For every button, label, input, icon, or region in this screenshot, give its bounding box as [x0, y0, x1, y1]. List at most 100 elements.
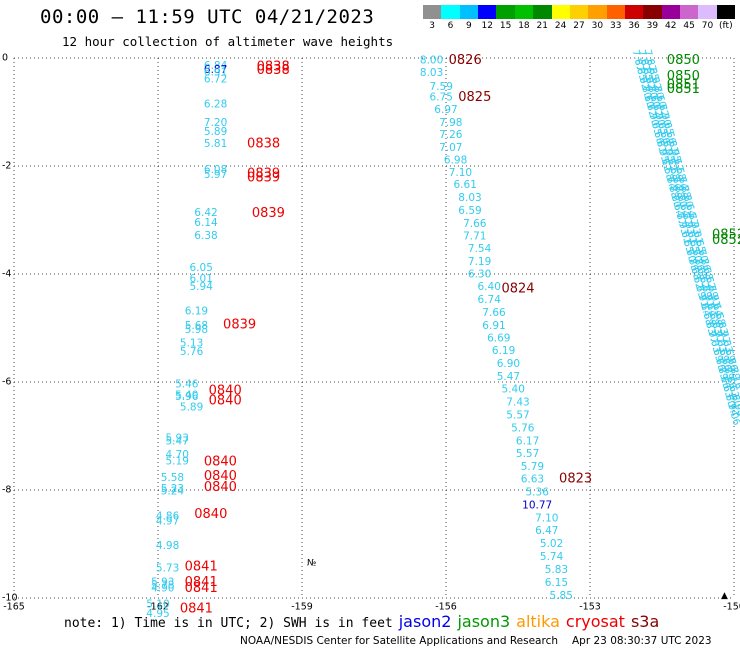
swh-value: 8.03	[420, 67, 443, 79]
swh-value: 4.97	[156, 515, 179, 527]
colorbar-cell	[441, 5, 460, 19]
swh-value: 5.47	[166, 435, 189, 447]
swh-value: 5.40	[502, 384, 525, 396]
colorbar-label: 12	[481, 21, 493, 31]
footer-org: NOAA/NESDIS Center for Satellite Applica…	[240, 635, 558, 647]
pass-time-label: 0841	[185, 575, 218, 590]
x-tick-label: -159	[291, 602, 313, 613]
swh-value: 7.10	[449, 167, 472, 179]
swh-value: 6.98	[444, 155, 467, 167]
satellite-jason2: jason2	[398, 612, 452, 631]
swh-value: 5.23	[161, 483, 184, 495]
swh-value: 6.01	[190, 273, 213, 285]
pass-time-label: 0852	[712, 228, 740, 243]
colorbar-label: 15	[499, 21, 512, 31]
swh-value: 5.79	[521, 461, 544, 473]
colorbar-label: 39	[646, 21, 659, 31]
swh-value: 6.38	[194, 230, 217, 242]
colorbar-label: 9	[466, 21, 472, 31]
swh-value: 7.20	[204, 117, 227, 129]
misc-mark: №	[307, 558, 316, 568]
swh-value: 5.24	[161, 486, 185, 498]
colorbar-label: 3	[429, 21, 436, 31]
swh-value: 5.76	[180, 346, 204, 358]
swh-value: 7.43	[506, 397, 529, 409]
swh-value: 5.96	[175, 391, 199, 403]
swh-value: 6.05	[190, 262, 213, 274]
satellite-legend: jason2 jason3 altika cryosat s3a	[393, 612, 660, 631]
pass-time-label: 0852	[712, 233, 740, 248]
colorbar-cell	[606, 5, 625, 19]
y-tick-label: -4	[2, 269, 11, 280]
pass-time-label: 0840	[194, 507, 227, 522]
pass-time-label: 0851	[667, 82, 700, 97]
swh-value: 5.46	[175, 379, 199, 391]
swh-value: 7.71	[463, 231, 486, 243]
pass-time-label: 0825	[458, 90, 491, 105]
swh-value: 6.87	[204, 64, 227, 76]
swh-value: 7.26	[439, 129, 463, 141]
swh-value: 5.89	[204, 126, 227, 138]
swh-value: 5.19	[166, 455, 189, 467]
swh-value: 8.03	[458, 192, 481, 204]
colorbar-label: (ft)	[719, 21, 733, 31]
swh-value: 5.97	[204, 169, 227, 181]
colorbar-label: 27	[573, 21, 585, 31]
swh-value: 5.47	[497, 371, 520, 383]
swh-value: 5.40	[175, 390, 198, 402]
swh-value: 5.93	[151, 576, 174, 588]
swh-value: 6.59	[458, 205, 481, 217]
y-tick-label: 0	[2, 53, 8, 64]
swh-value: 5.57	[506, 409, 529, 421]
colorbar-cell	[423, 5, 442, 19]
swh-value: 4.98	[156, 540, 179, 552]
page-title: 00:00 – 11:59 UTC 04/21/2023	[40, 6, 375, 28]
pass-time-label: 0850	[667, 53, 700, 68]
colorbar-cell	[533, 5, 552, 19]
swh-value: 4.95	[146, 608, 169, 620]
pass-time-label: 0840	[204, 469, 237, 484]
swh-value: 6.19	[492, 345, 515, 357]
colorbar-cell	[459, 5, 479, 19]
x-tick-label: -156	[435, 602, 457, 613]
pass-time-label: 0840	[204, 480, 237, 495]
swh-value: 4.70	[166, 449, 189, 461]
swh-value: 6.84	[204, 60, 228, 72]
y-tick-label: -6	[2, 377, 11, 388]
swh-value: 7.19	[468, 256, 491, 268]
footer-timestamp: Apr 23 08:30:37 UTC 2023	[572, 635, 712, 647]
pass-time-label: 0839	[247, 170, 280, 185]
swh-value: 6.97	[434, 104, 457, 116]
swh-value: 5.10	[146, 598, 169, 610]
swh-value: 6.74	[478, 294, 502, 306]
swh-value: 6.90	[497, 358, 520, 370]
swh-value: 6.63	[521, 474, 544, 486]
pass-time-label: 0824	[501, 282, 534, 297]
swh-value: 6.08	[204, 164, 227, 176]
x-tick-label: -150	[723, 602, 740, 613]
colorbar-cell	[551, 5, 570, 19]
swh-value: 5.36	[526, 487, 550, 499]
pass-time-label: 0841	[185, 581, 218, 596]
colorbar-cell	[496, 5, 515, 19]
misc-mark: ▲	[721, 591, 728, 601]
note-text: note: 1) Time is in UTC; 2) SWH is in fe…	[64, 616, 393, 631]
y-tick-label: -10	[2, 593, 18, 604]
colorbar-cell	[716, 5, 736, 19]
colorbar-label: 24	[554, 21, 567, 31]
pass-time-label: 0851	[667, 78, 700, 93]
satellite-cryosat: cryosat	[565, 612, 625, 631]
swh-value: 10.77	[522, 500, 552, 512]
colorbar-label: 42	[665, 21, 677, 31]
swh-value: 6.15	[545, 577, 568, 589]
swh-value: 6.17	[516, 435, 539, 447]
colorbar-cell	[680, 5, 699, 19]
swh-value: 7.66	[463, 218, 487, 230]
swh-value: 5.98	[185, 324, 208, 336]
swh-value: 5.73	[156, 562, 179, 574]
colorbar-label: 30	[591, 21, 604, 31]
swh-colorbar-labels: 3 6 9 12 15 18 21 24 27 30 33 36 39 42 45 70 (ft)	[423, 21, 735, 33]
colorbar-label: 18	[518, 21, 530, 31]
colorbar-cell	[569, 5, 589, 19]
